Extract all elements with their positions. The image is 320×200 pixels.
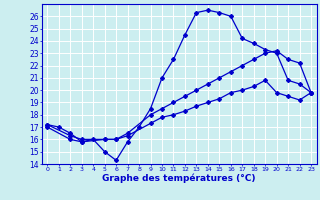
X-axis label: Graphe des températures (°C): Graphe des températures (°C)	[102, 173, 256, 183]
